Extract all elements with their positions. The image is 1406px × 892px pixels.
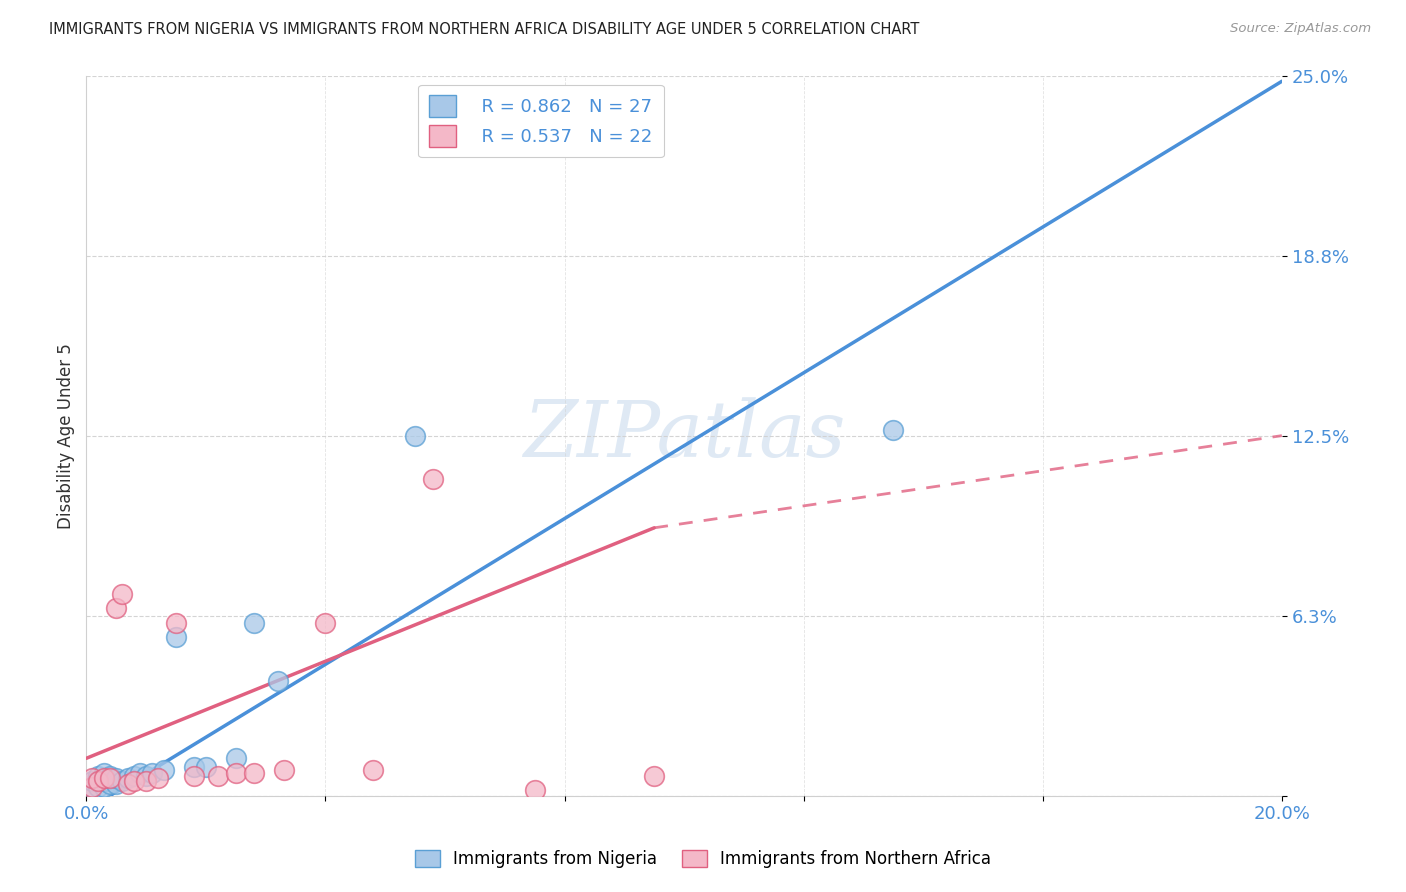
Text: IMMIGRANTS FROM NIGERIA VS IMMIGRANTS FROM NORTHERN AFRICA DISABILITY AGE UNDER : IMMIGRANTS FROM NIGERIA VS IMMIGRANTS FR…	[49, 22, 920, 37]
Point	[82, 780, 104, 794]
Point	[87, 768, 110, 782]
Point	[117, 772, 139, 786]
Point	[361, 763, 384, 777]
Legend: Immigrants from Nigeria, Immigrants from Northern Africa: Immigrants from Nigeria, Immigrants from…	[408, 843, 998, 875]
Point	[105, 601, 128, 615]
Point	[314, 615, 336, 630]
Point	[146, 772, 169, 786]
Point	[183, 760, 205, 774]
Legend:   R = 0.862   N = 27,   R = 0.537   N = 22: R = 0.862 N = 27, R = 0.537 N = 22	[418, 85, 664, 158]
Point	[207, 768, 229, 782]
Point	[87, 774, 110, 789]
Point	[93, 765, 115, 780]
Point	[242, 615, 264, 630]
Point	[93, 780, 115, 794]
Text: Source: ZipAtlas.com: Source: ZipAtlas.com	[1230, 22, 1371, 36]
Point	[105, 772, 128, 786]
Point	[122, 774, 145, 789]
Point	[643, 768, 665, 782]
Point	[82, 774, 104, 789]
Point	[225, 751, 247, 765]
Point	[404, 428, 426, 442]
Point	[111, 774, 134, 789]
Y-axis label: Disability Age Under 5: Disability Age Under 5	[58, 343, 75, 529]
Point	[165, 615, 187, 630]
Point	[194, 760, 217, 774]
Point	[129, 765, 152, 780]
Point	[98, 772, 121, 786]
Text: ZIPatlas: ZIPatlas	[523, 398, 845, 474]
Point	[523, 783, 546, 797]
Point	[105, 777, 128, 791]
Point	[122, 768, 145, 782]
Point	[882, 423, 904, 437]
Point	[93, 774, 115, 789]
Point	[273, 763, 295, 777]
Point	[225, 765, 247, 780]
Point	[242, 765, 264, 780]
Point	[87, 774, 110, 789]
Point	[98, 768, 121, 782]
Point	[141, 765, 163, 780]
Point	[266, 673, 288, 688]
Point	[183, 768, 205, 782]
Point	[153, 763, 176, 777]
Point	[422, 472, 444, 486]
Point	[117, 777, 139, 791]
Point	[82, 780, 104, 794]
Point	[87, 780, 110, 794]
Point	[93, 772, 115, 786]
Point	[165, 630, 187, 644]
Point	[135, 774, 157, 789]
Point	[82, 772, 104, 786]
Point	[111, 587, 134, 601]
Point	[135, 768, 157, 782]
Point	[98, 777, 121, 791]
